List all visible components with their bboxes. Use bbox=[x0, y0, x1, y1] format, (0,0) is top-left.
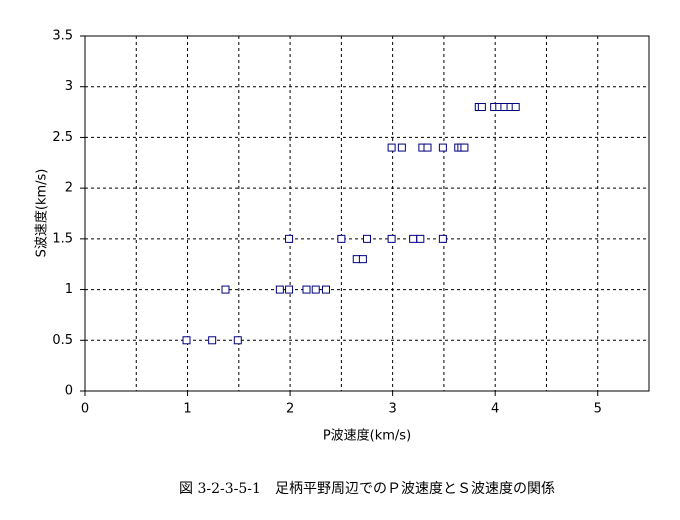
point bbox=[221, 285, 230, 294]
point bbox=[477, 103, 486, 111]
x-tick-label: 1 bbox=[183, 402, 191, 417]
point bbox=[397, 143, 406, 152]
point bbox=[416, 234, 425, 243]
point bbox=[387, 143, 396, 152]
plot-frame bbox=[84, 35, 650, 392]
point bbox=[208, 336, 217, 345]
x-tick-label: 0 bbox=[81, 402, 89, 417]
point bbox=[285, 285, 294, 294]
y-axis-label: S波速度(km/s) bbox=[34, 169, 50, 258]
y-tick-label: 0.5 bbox=[52, 333, 73, 348]
point bbox=[438, 234, 447, 243]
y-tick-label: 3 bbox=[65, 79, 73, 94]
point bbox=[311, 285, 320, 294]
x-axis-label: P波速度(km/s) bbox=[323, 428, 411, 444]
y-tick-label: 2.5 bbox=[52, 130, 73, 145]
point bbox=[321, 285, 330, 294]
caption: 図 3-2-3-5-1 足柄平野周辺でのＰ波速度とＳ波速度の関係 bbox=[179, 481, 555, 497]
y-tick-label: 3.5 bbox=[52, 29, 73, 44]
point bbox=[302, 285, 311, 294]
point bbox=[511, 103, 520, 111]
point bbox=[233, 336, 242, 345]
x-tick-label: 2 bbox=[286, 402, 294, 417]
point bbox=[182, 336, 191, 345]
point bbox=[363, 234, 371, 243]
y-tick-label: 0 bbox=[65, 384, 73, 399]
x-tick-label: 5 bbox=[594, 402, 602, 417]
y-tick-label: 1.5 bbox=[52, 231, 73, 246]
point bbox=[337, 234, 346, 243]
y-tick-label: 1 bbox=[65, 282, 73, 297]
x-tick-label: 4 bbox=[491, 402, 499, 417]
point bbox=[460, 143, 469, 152]
point bbox=[409, 234, 418, 243]
point bbox=[275, 285, 284, 294]
point bbox=[423, 143, 432, 152]
y-tick-label: 2 bbox=[65, 181, 73, 196]
point bbox=[358, 255, 367, 264]
x-tick-label: 3 bbox=[388, 402, 396, 417]
point bbox=[387, 234, 396, 243]
point bbox=[438, 143, 447, 152]
point bbox=[285, 234, 294, 243]
